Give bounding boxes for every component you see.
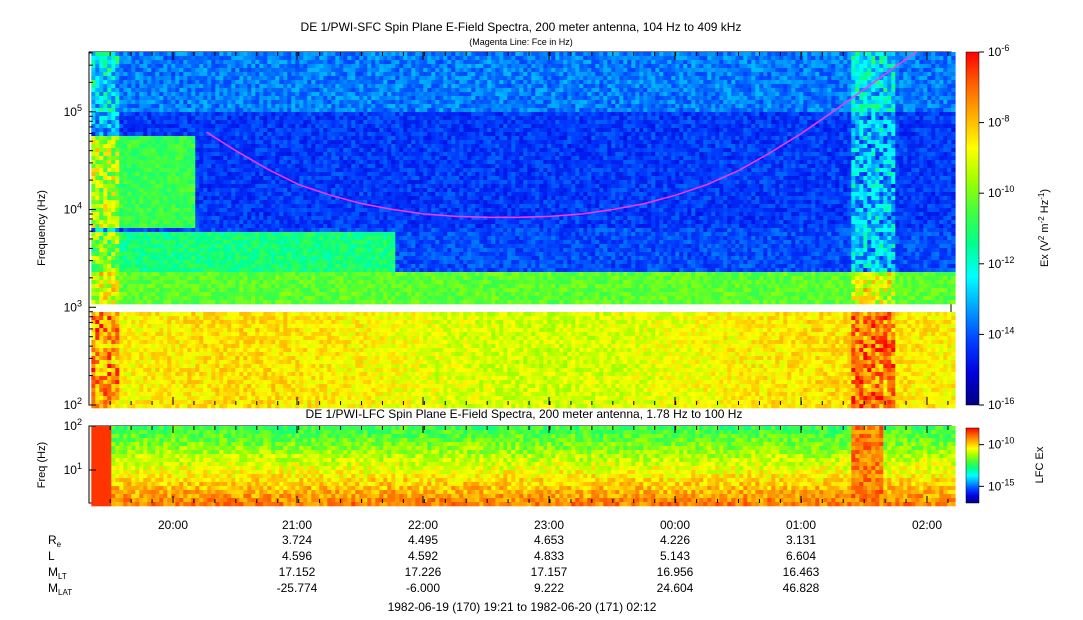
time-tick-label: 23:00: [534, 518, 564, 532]
ephemeris-row-label: Re: [48, 533, 62, 549]
time-tick-label: 02:00: [912, 518, 942, 532]
time-tick-label: 20:00: [158, 518, 188, 532]
colorbar-tick-label: 10-14: [988, 325, 1014, 341]
colorbar-tick-label: 10-10: [988, 184, 1014, 200]
ephemeris-row-label: MLT: [48, 565, 67, 581]
sfc-heatmap: [91, 52, 955, 408]
lfc-y-axis-label: Freq (Hz): [36, 442, 48, 488]
sfc-colorbar-ticks: 10-6 10-8 10-10 10-12 10-14 10-16: [979, 43, 1014, 412]
ephemeris-value: 6.604: [786, 549, 816, 563]
ephemeris-value: 16.463: [783, 565, 820, 579]
time-tick-label: 22:00: [408, 518, 438, 532]
lfc-colorbar-label: LFC Ex: [1034, 446, 1046, 483]
lfc-colorbar: [966, 428, 979, 503]
sfc-colorbar-label: Ex (V2 m-2 Hz-1): [1037, 189, 1051, 267]
sfc-y-tick-label: 105: [64, 103, 82, 119]
ephemeris-value: 46.828: [783, 581, 820, 595]
time-tick-label: 01:00: [786, 518, 816, 532]
colorbar-tick-label: 10-6: [988, 43, 1009, 59]
ephemeris-value: 17.226: [405, 565, 442, 579]
ephemeris-value: 16.956: [657, 565, 694, 579]
lfc-colorbar-tick-label: 10-15: [988, 477, 1014, 493]
ephemeris-value: 4.833: [534, 549, 564, 563]
sfc-title: DE 1/PWI-SFC Spin Plane E-Field Spectra,…: [301, 20, 742, 34]
ephemeris-value: 4.592: [408, 549, 438, 563]
colorbar-tick-label: 10-8: [988, 114, 1009, 130]
sfc-subtitle: (Magenta Line: Fce in Hz): [469, 37, 573, 47]
ephemeris-row-label: MLAT: [48, 581, 72, 597]
ephemeris-value: 4.596: [282, 549, 312, 563]
lfc-colorbar-ticks: 10-10 10-15: [979, 436, 1014, 494]
ephemeris-value: 17.152: [279, 565, 316, 579]
ephemeris-value: 4.495: [408, 533, 438, 547]
sfc-colorbar: [966, 52, 979, 405]
ephemeris-value: 3.724: [282, 533, 312, 547]
lfc-colorbar-tick-label: 10-10: [988, 436, 1014, 452]
sfc-y-tick-label: 104: [64, 201, 82, 217]
ephemeris-value: 24.604: [657, 581, 694, 595]
time-range-label: 1982-06-19 (170) 19:21 to 1982-06-20 (17…: [388, 600, 657, 614]
lfc-heatmap: [91, 426, 955, 506]
ephemeris-value: -25.774: [277, 581, 318, 595]
sfc-y-tick-label: 103: [64, 298, 82, 314]
time-tick-label: 21:00: [282, 518, 312, 532]
ephemeris-value: 17.157: [531, 565, 568, 579]
ephemeris-value: 4.226: [660, 533, 690, 547]
ephemeris-table: Re 3.724 4.495 4.653 4.226 3.131 L 4.596 4.592 4.…: [48, 533, 820, 597]
colorbar-tick-label: 10-16: [988, 396, 1014, 412]
lfc-y-tick-label: 101: [64, 461, 82, 477]
ephemeris-value: -6.000: [406, 581, 440, 595]
ephemeris-value: 4.653: [534, 533, 564, 547]
colorbar-tick-label: 10-12: [988, 255, 1014, 271]
sfc-y-axis-label: Frequency (Hz): [36, 190, 48, 266]
lfc-title: DE 1/PWI-LFC Spin Plane E-Field Spectra,…: [306, 407, 743, 421]
lfc-y-tick-label: 102: [64, 417, 82, 433]
ephemeris-value: 9.222: [534, 581, 564, 595]
ephemeris-value: 5.143: [660, 549, 690, 563]
sfc-y-tick-label: 102: [64, 396, 82, 412]
time-tick-label: 00:00: [660, 518, 690, 532]
ephemeris-value: 3.131: [786, 533, 816, 547]
ephemeris-row-label: L: [48, 549, 55, 563]
